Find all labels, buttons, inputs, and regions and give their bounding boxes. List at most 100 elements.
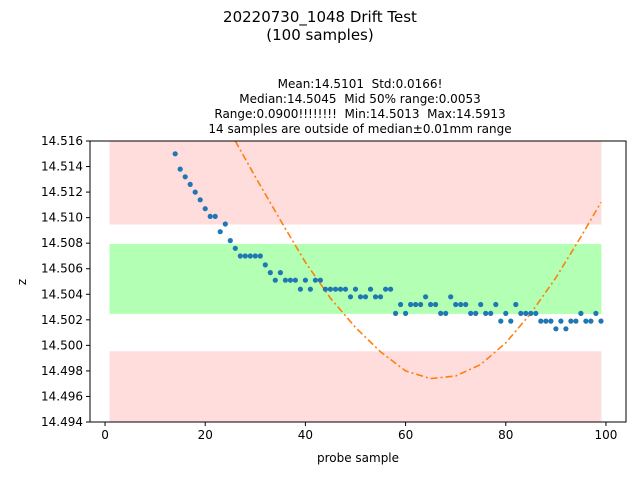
y-axis-label: z — [15, 279, 29, 285]
data-point — [342, 286, 349, 292]
y-axis-ticks: 14.494 14.496 14.498 14.500 14.502 14.504 14.5… — [41, 134, 90, 429]
x-tick-label: 0 — [101, 428, 109, 442]
x-axis-label: probe sample — [317, 451, 399, 465]
data-point — [257, 253, 263, 259]
title-median: Median:14.5045 Mid 50% range:0.0053 — [239, 92, 481, 106]
data-point — [388, 286, 394, 292]
data-point — [403, 310, 409, 316]
y-tick-label: 14.514 — [41, 160, 83, 174]
range-bands — [109, 140, 602, 423]
data-point — [458, 301, 464, 308]
data-point — [383, 286, 389, 292]
data-point — [372, 294, 379, 300]
data-point — [583, 318, 589, 324]
suptitle-line2: (100 samples) — [266, 26, 374, 44]
y-tick-label: 14.510 — [41, 211, 83, 225]
range-band-0 — [109, 140, 602, 225]
data-point — [272, 277, 278, 283]
plot-frame — [89, 140, 627, 423]
data-point — [377, 294, 384, 300]
data-point — [493, 301, 499, 308]
fit-curve-layer — [234, 141, 602, 380]
data-point — [428, 301, 434, 308]
x-tick-label: 20 — [198, 428, 213, 442]
range-band-1 — [109, 243, 602, 314]
data-point — [322, 286, 328, 292]
data-point — [423, 294, 429, 300]
title-outside-count: 14 samples are outside of median±0.01mm … — [208, 122, 512, 136]
data-point — [227, 238, 233, 244]
data-point — [267, 270, 273, 276]
data-point — [598, 318, 604, 324]
data-point — [433, 301, 439, 308]
data-point — [588, 318, 594, 324]
x-tick-label: 80 — [498, 428, 513, 442]
data-point — [327, 286, 333, 292]
data-point — [413, 301, 419, 308]
data-point — [197, 197, 203, 203]
data-point — [222, 221, 228, 227]
data-point — [398, 301, 404, 308]
data-point — [232, 245, 238, 251]
data-point — [508, 318, 514, 324]
data-point — [523, 310, 529, 316]
data-point — [207, 213, 213, 219]
x-axis-ticks: 0 20 40 60 80 100 — [101, 422, 617, 442]
y-tick-label: 14.502 — [41, 313, 83, 327]
data-point — [478, 301, 484, 308]
data-point — [277, 270, 283, 276]
y-tick-label: 14.512 — [41, 185, 83, 199]
data-point — [292, 277, 298, 283]
x-tick-label: 60 — [398, 428, 413, 442]
data-point — [217, 229, 223, 235]
data-point — [573, 318, 579, 324]
data-point — [262, 262, 268, 268]
title-mean-std: Mean:14.5101 Std:0.0166! — [277, 77, 443, 91]
data-point — [503, 310, 509, 316]
data-point — [242, 253, 248, 259]
x-tick-label: 100 — [595, 428, 618, 442]
data-point — [553, 326, 559, 332]
data-point — [568, 318, 574, 324]
y-tick-label: 14.504 — [41, 287, 83, 301]
data-point — [252, 253, 258, 259]
data-point — [177, 166, 183, 172]
data-point — [347, 294, 354, 300]
data-point — [538, 318, 544, 324]
data-point — [212, 213, 218, 219]
data-point — [282, 277, 288, 283]
data-points — [172, 151, 604, 332]
data-point — [488, 310, 494, 316]
data-point — [448, 294, 454, 300]
range-band-2 — [109, 351, 602, 423]
data-point — [558, 318, 564, 324]
data-point — [362, 294, 369, 300]
title-range: Range:0.0900!!!!!!!! Min:14.5013 Max:14.… — [214, 107, 506, 121]
y-tick-label: 14.506 — [41, 262, 83, 276]
y-tick-label: 14.508 — [41, 236, 83, 250]
data-point — [408, 301, 414, 308]
y-tick-label: 14.500 — [41, 338, 83, 352]
data-point — [287, 277, 293, 283]
data-point — [312, 277, 318, 283]
data-point — [498, 318, 504, 324]
data-point — [182, 174, 188, 180]
data-point — [393, 310, 399, 316]
y-tick-label: 14.496 — [41, 389, 83, 403]
data-point — [463, 301, 469, 308]
data-point — [543, 318, 549, 324]
data-point — [187, 181, 193, 187]
fit-curve — [234, 141, 602, 380]
data-point — [192, 189, 198, 195]
y-tick-label: 14.494 — [41, 415, 83, 429]
data-point — [563, 326, 569, 332]
data-point — [367, 286, 374, 292]
data-point — [237, 253, 243, 259]
data-point — [548, 318, 554, 324]
data-point — [418, 301, 424, 308]
data-point — [453, 301, 459, 308]
data-point — [468, 310, 474, 316]
data-point — [473, 310, 479, 316]
data-point — [443, 310, 449, 316]
